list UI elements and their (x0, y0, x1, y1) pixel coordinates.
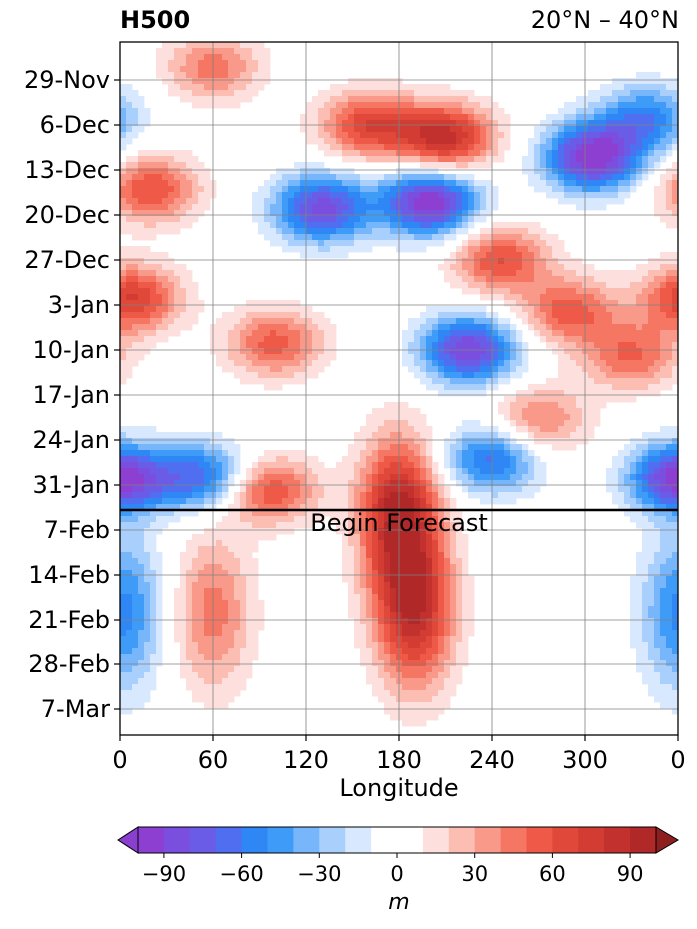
colorbar-extend-low (117, 826, 139, 854)
chart-title-left: H500 (120, 6, 191, 34)
colorbar-tick-label: −60 (219, 862, 263, 886)
colorbar-swatch (422, 827, 450, 853)
y-tick-label: 29-Nov (24, 66, 110, 94)
y-tick-label: 10-Jan (32, 336, 110, 364)
colorbar-extend-high (655, 826, 679, 854)
x-tick-label: 0 (670, 746, 685, 774)
colorbar-swatch (293, 827, 320, 853)
colorbar-tick-label: −30 (297, 862, 341, 886)
colorbar-swatch (500, 827, 527, 853)
x-axis: 0 60 120 180 240 300 0 (112, 735, 686, 774)
x-axis-label: Longitude (339, 774, 459, 802)
colorbar-swatch (578, 827, 605, 853)
colorbar-tick-label: −90 (142, 862, 186, 886)
y-tick-label: 17-Jan (32, 381, 110, 409)
colorbar-swatch (241, 827, 268, 853)
x-tick-label: 60 (198, 746, 229, 774)
colorbar-swatch (604, 827, 631, 853)
x-tick-label: 180 (376, 746, 422, 774)
y-tick-label: 13-Dec (24, 156, 110, 184)
y-axis: 29-Nov 6-Dec 13-Dec 20-Dec 27-Dec 3-Jan 10-Jan… (24, 66, 120, 723)
y-tick-label: 3-Jan (48, 291, 110, 319)
colorbar-swatch (163, 827, 191, 853)
colorbar-swatch (345, 827, 372, 853)
colorbar-label: m (388, 890, 410, 915)
y-tick-label: 28-Feb (28, 650, 110, 678)
colorbar-swatch (474, 827, 502, 853)
colorbar-tick-label: 30 (461, 862, 488, 886)
colorbar-swatch (552, 827, 579, 853)
y-tick-label: 6-Dec (40, 111, 110, 139)
y-tick-label: 20-Dec (24, 201, 110, 229)
y-tick-label: 27-Dec (24, 246, 110, 274)
colorbar-swatch (189, 827, 217, 853)
colorbar-swatch (215, 827, 243, 853)
colorbar: −90 −60 −30 0 30 60 90 (117, 826, 679, 886)
y-tick-label: 21-Feb (28, 606, 110, 634)
x-tick-label: 300 (562, 746, 608, 774)
colorbar-swatch (319, 827, 346, 853)
colorbar-tick-label: 90 (617, 862, 644, 886)
y-tick-label: 14-Feb (28, 561, 110, 589)
colorbar-swatch (397, 827, 424, 853)
x-tick-label: 0 (112, 746, 127, 774)
x-tick-label: 240 (469, 746, 515, 774)
chart-title-right: 20°N – 40°N (530, 6, 679, 34)
y-tick-label: 7-Mar (41, 695, 110, 723)
gridlines (120, 42, 678, 735)
y-tick-label: 24-Jan (32, 426, 110, 454)
x-tick-label: 120 (283, 746, 329, 774)
forecast-annotation: Begin Forecast (310, 509, 488, 537)
colorbar-swatch (138, 827, 165, 853)
colorbar-swatch (267, 827, 294, 853)
colorbar-tick-label: 0 (390, 862, 403, 886)
colorbar-swatch (630, 827, 657, 853)
colorbar-swatch (448, 827, 476, 853)
y-tick-label: 7-Feb (44, 516, 110, 544)
colorbar-tick-label: 60 (539, 862, 566, 886)
colorbar-swatch (371, 827, 398, 853)
y-tick-label: 31-Jan (32, 471, 110, 499)
colorbar-swatch (526, 827, 553, 853)
